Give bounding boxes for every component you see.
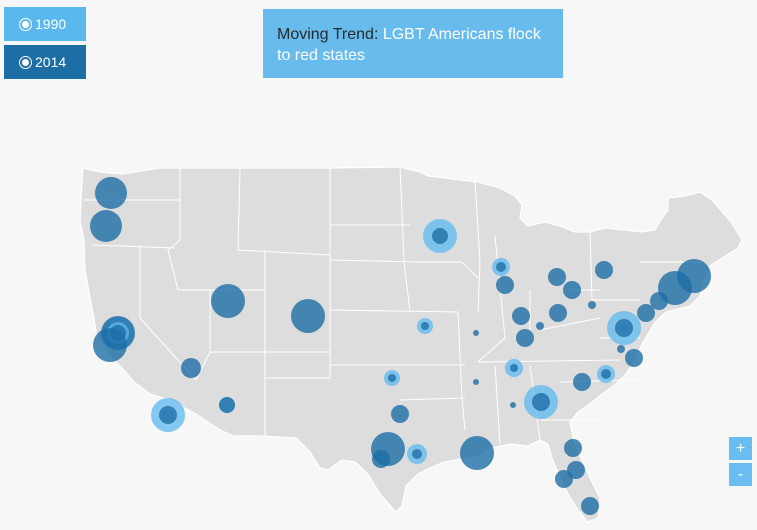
bubble-2014-jacksonville[interactable]: [564, 439, 582, 457]
bubble-2014-cincinnati[interactable]: [536, 322, 544, 330]
bubble-2014-washington-dc[interactable]: [615, 319, 633, 337]
bubble-2014-memphis[interactable]: [473, 379, 479, 385]
year-2014-label: 2014: [35, 54, 67, 70]
bubble-2014-oklahoma-city[interactable]: [388, 374, 396, 382]
bubble-2014-denver[interactable]: [291, 299, 325, 333]
bubble-2014-miami[interactable]: [581, 497, 599, 515]
bubble-2014-nashville[interactable]: [510, 364, 518, 372]
bubble-2014-atlanta[interactable]: [532, 393, 550, 411]
bubble-2014-detroit[interactable]: [548, 268, 566, 286]
bubble-2014-columbia[interactable]: [573, 373, 591, 391]
bubble-2014-pittsburgh[interactable]: [588, 301, 596, 309]
bubble-2014-houston[interactable]: [412, 449, 422, 459]
bubble-2014-cleveland[interactable]: [563, 281, 581, 299]
title-banner: Moving Trend: LGBT Americans flock to re…: [263, 9, 563, 78]
city-bubbles: [90, 177, 711, 515]
year-1990-label: 1990: [35, 16, 67, 32]
bubble-2014-baltimore[interactable]: [637, 304, 655, 322]
bubble-2014-birmingham[interactable]: [510, 402, 516, 408]
bubble-2014-st-louis[interactable]: [473, 330, 479, 336]
radio-icon: [19, 17, 32, 31]
state-borders: [84, 166, 700, 445]
bubble-2014-buffalo[interactable]: [595, 261, 613, 279]
bubble-2014-seattle[interactable]: [95, 177, 127, 209]
zoom-in-button[interactable]: +: [729, 437, 752, 460]
bubble-2014-indianapolis[interactable]: [512, 307, 530, 325]
title-highlight: LGBT Americans flock to red states: [277, 26, 541, 64]
bubble-2014-chicago[interactable]: [496, 276, 514, 294]
bubble-2014-boston[interactable]: [677, 259, 711, 293]
bubble-2014-dallas[interactable]: [391, 405, 409, 423]
bubble-2014-san-antonio[interactable]: [372, 450, 390, 468]
bubble-2014-kansas-city[interactable]: [421, 322, 429, 330]
us-landmass: [79, 166, 743, 523]
bubble-2014-richmond[interactable]: [617, 345, 625, 353]
bubble-2014-las-vegas[interactable]: [181, 358, 201, 378]
bubble-2014-phoenix[interactable]: [219, 397, 235, 413]
year-1990-toggle[interactable]: 1990: [4, 7, 86, 41]
bubble-2014-louisville[interactable]: [516, 329, 534, 347]
bubble-2014-milwaukee[interactable]: [496, 262, 506, 272]
bubble-2014-los-angeles[interactable]: [93, 328, 127, 362]
bubble-2014-san-diego[interactable]: [159, 406, 177, 424]
bubble-2014-raleigh[interactable]: [625, 349, 643, 367]
title-prefix: Moving Trend:: [277, 26, 383, 43]
bubble-2014-tampa[interactable]: [555, 470, 573, 488]
bubble-2014-portland[interactable]: [90, 210, 122, 242]
radio-icon: [19, 55, 32, 69]
bubble-2014-new-orleans[interactable]: [460, 436, 494, 470]
bubble-2014-salt-lake-city[interactable]: [211, 284, 245, 318]
zoom-out-button[interactable]: -: [729, 463, 752, 486]
bubble-2014-columbus[interactable]: [549, 304, 567, 322]
bubble-2014-charlotte[interactable]: [601, 369, 611, 379]
bubble-2014-minneapolis[interactable]: [432, 228, 448, 244]
year-2014-toggle[interactable]: 2014: [4, 45, 86, 79]
